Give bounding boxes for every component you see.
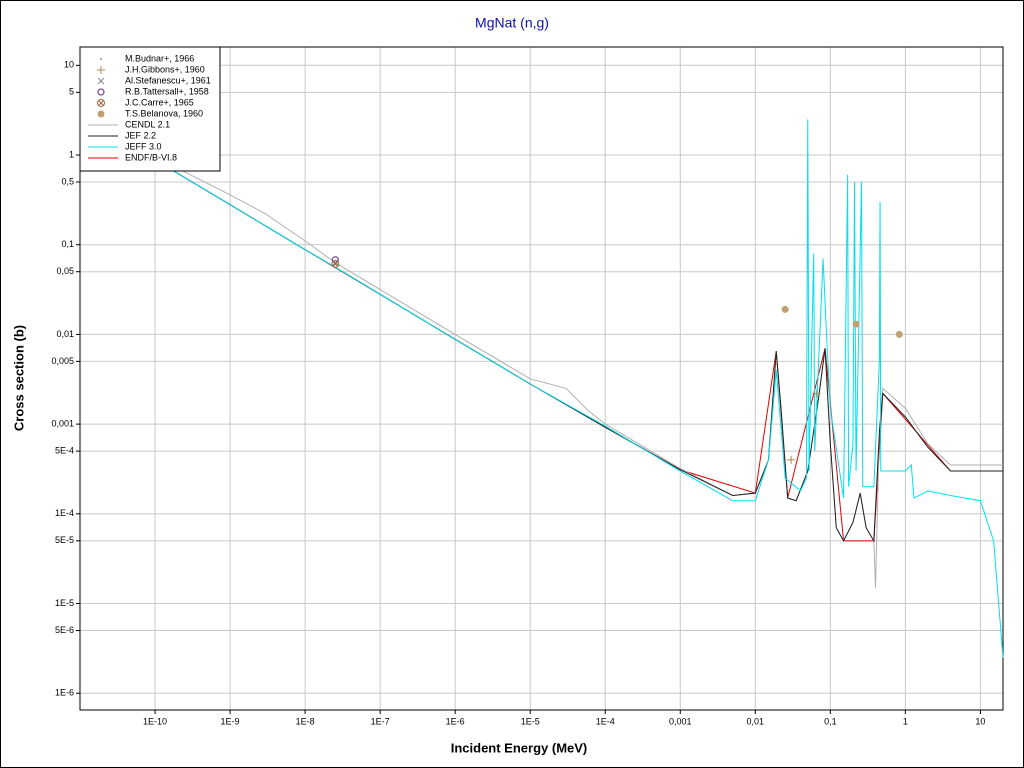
marker-shape <box>97 88 105 96</box>
x-tick-label: 1 <box>903 716 908 726</box>
x-tick-label: 1E-5 <box>521 716 540 726</box>
data-point <box>97 66 105 74</box>
legend-label: JEF 2.2 <box>125 130 156 140</box>
legend-label: J.H.Gibbons+, 1960 <box>125 64 205 74</box>
x-tick-label: 1E-6 <box>446 716 465 726</box>
marker-shape <box>331 256 340 264</box>
x-tick-label: 0,001 <box>669 716 692 726</box>
legend-label: CENDL 2.1 <box>125 119 170 129</box>
data-point <box>97 88 105 96</box>
x-tick-label: 0,01 <box>747 716 765 726</box>
marker-shape <box>781 305 789 313</box>
legend-label: J.C.Carre+, 1965 <box>125 97 194 107</box>
y-tick-label: 0,01 <box>56 329 74 339</box>
y-tick-label: 10 <box>64 60 74 70</box>
marker-shape <box>895 330 903 338</box>
legend-label: JEFF 3.0 <box>125 141 162 151</box>
marker-shape <box>852 320 860 328</box>
data-point <box>331 256 340 264</box>
x-tick-label: 1E-7 <box>371 716 390 726</box>
y-tick-label: 0,1 <box>61 239 74 249</box>
marker-shape <box>98 100 104 106</box>
x-tick-label: 1E-9 <box>221 716 240 726</box>
chart-title: MgNat (n,g) <box>475 15 549 31</box>
series-line <box>79 114 1004 658</box>
marker-shape <box>332 261 339 267</box>
y-tick-label: 1 <box>69 149 74 159</box>
y-tick-label: 1E-4 <box>55 508 74 518</box>
y-axis-label: Cross section (b) <box>11 325 26 431</box>
data-point <box>895 330 903 338</box>
data-point <box>97 110 105 118</box>
data-point <box>97 77 105 85</box>
x-tick-label: 1E-10 <box>143 716 167 726</box>
data-point <box>852 320 860 328</box>
data-point <box>787 455 796 464</box>
data-point <box>812 389 821 398</box>
legend-label: Al.Stefanescu+, 1961 <box>125 75 211 85</box>
y-tick-label: 5 <box>69 87 74 97</box>
x-axis-label: Incident Energy (MeV) <box>451 740 588 755</box>
marker-shape <box>100 58 102 60</box>
x-tick-label: 10 <box>975 716 985 726</box>
marker-shape <box>331 259 340 268</box>
legend-label: ENDF/B-VI.8 <box>125 152 177 162</box>
data-point <box>97 99 105 107</box>
data-point <box>781 305 789 313</box>
x-tick-label: 1E-4 <box>596 716 615 726</box>
x-tick-label: 0,1 <box>824 716 837 726</box>
legend-box <box>79 46 221 172</box>
y-tick-label: 0,5 <box>61 176 74 186</box>
y-tick-label: 1E-6 <box>55 688 74 698</box>
y-tick-label: 0,001 <box>51 418 74 428</box>
y-tick-label: 1E-5 <box>55 598 74 608</box>
marker-shape <box>97 77 105 85</box>
marker-shape <box>97 99 105 107</box>
y-tick-label: 5E-5 <box>55 535 74 545</box>
legend-label: T.S.Belanova, 1960 <box>125 108 203 118</box>
x-tick-label: 1E-8 <box>296 716 315 726</box>
y-tick-label: 0,005 <box>51 356 74 366</box>
data-point <box>100 58 102 60</box>
data-point <box>331 259 340 268</box>
y-tick-label: 0,05 <box>56 266 74 276</box>
y-tick-label: 5E-6 <box>55 625 74 635</box>
y-tick-label: 5E-4 <box>55 445 74 455</box>
legend-label: M.Budnar+, 1966 <box>125 53 194 63</box>
legend-label: R.B.Tattersall+, 1958 <box>125 86 209 96</box>
marker-shape <box>97 110 105 118</box>
plot-area <box>79 46 1004 711</box>
